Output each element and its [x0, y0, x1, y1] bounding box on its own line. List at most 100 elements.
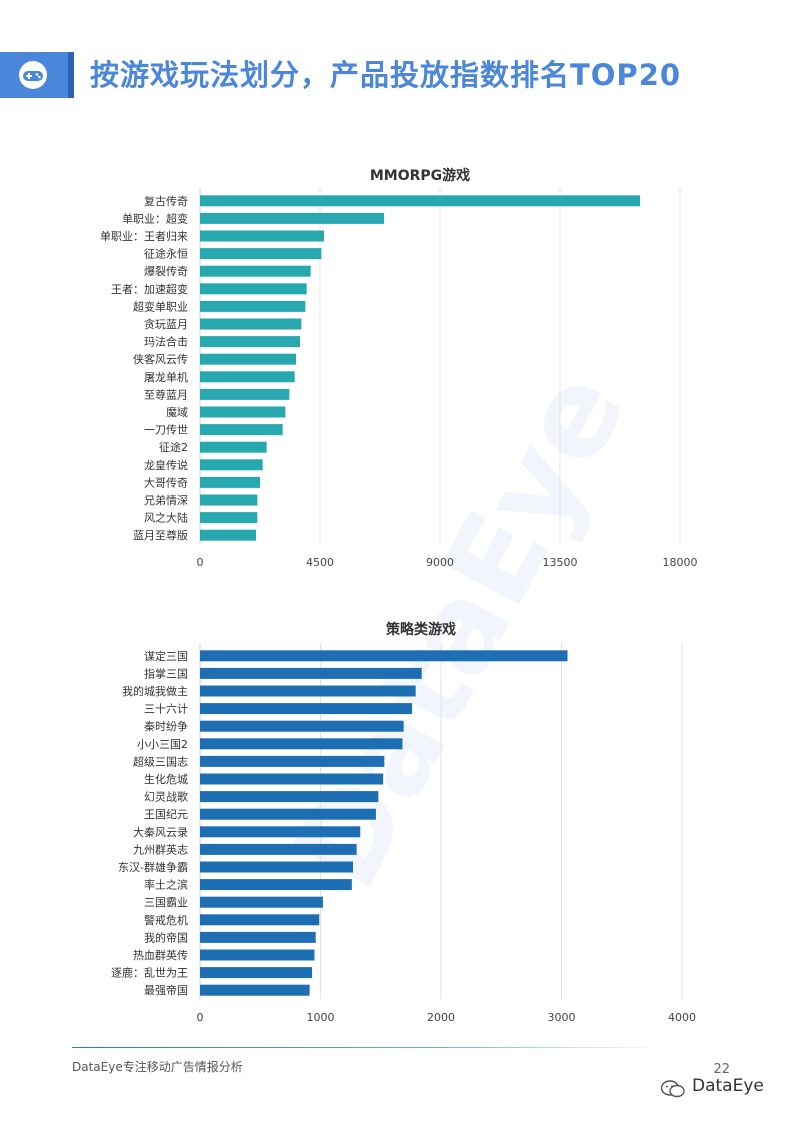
category-label: 秦时纷争	[144, 719, 188, 733]
bar	[200, 494, 258, 506]
category-label: 贪玩蓝月	[144, 317, 188, 331]
x-tick-label: 0	[197, 1011, 204, 1024]
category-label: 生化危城	[144, 772, 188, 786]
category-label: 热血群英传	[133, 948, 188, 962]
bar	[200, 791, 379, 803]
bar	[200, 949, 315, 961]
strategy-chart: 策略类游戏 0 1000 2000 3000 4000 谋定三国 指掌三国 我的城我做主 三十六计…	[0, 610, 794, 1030]
category-label: 率土之滨	[144, 878, 188, 892]
category-label: 小小三国2	[137, 738, 188, 751]
bar	[200, 984, 310, 996]
category-label: 大秦风云录	[133, 825, 188, 839]
bar	[200, 265, 311, 277]
bar	[200, 773, 384, 785]
category-label: 屠龙单机	[144, 370, 188, 384]
footer-divider	[72, 1047, 664, 1048]
category-label: 王者：加速超变	[111, 282, 188, 296]
x-tick-label: 18000	[663, 556, 698, 569]
bar	[200, 212, 384, 224]
category-label: 幻灵战歌	[144, 790, 188, 804]
x-tick-label: 1000	[307, 1011, 335, 1024]
category-label: 王国纪元	[144, 808, 188, 821]
bar	[200, 195, 640, 207]
category-label: 侠客风云传	[133, 352, 188, 366]
category-label: 逐鹿：乱世为王	[111, 966, 188, 980]
category-label: 谋定三国	[144, 649, 188, 663]
bar	[200, 283, 307, 295]
category-label: 九州群英志	[133, 842, 188, 856]
bar	[200, 703, 413, 715]
bar	[200, 650, 568, 662]
mmorpg-chart-svg: MMORPG游戏 0 4500 9000 13500 18000 复古传奇单职业：超变单职业…	[100, 167, 698, 569]
category-label: 至尊蓝月	[144, 387, 188, 401]
category-label: 东汉-群雄争霸	[118, 860, 188, 874]
bar	[200, 667, 422, 679]
category-label: 玛法合击	[144, 335, 188, 349]
bar	[200, 738, 403, 750]
category-label: 一刀传世	[144, 424, 188, 437]
bar	[200, 248, 322, 260]
category-label: 三十六计	[144, 702, 188, 716]
category-label: 风之大陆	[144, 511, 188, 525]
bar	[200, 300, 306, 312]
bar	[200, 388, 290, 400]
chart-title: MMORPG游戏	[370, 167, 470, 184]
category-label: 蓝月至尊版	[133, 528, 188, 542]
bar	[200, 353, 296, 365]
category-label: 大哥传奇	[144, 475, 188, 489]
bar	[200, 914, 320, 926]
bar	[200, 441, 267, 453]
page-title: 按游戏玩法划分，产品投放指数排名TOP20	[90, 58, 682, 92]
gamepad-icon	[19, 61, 47, 89]
x-tick-label: 2000	[427, 1011, 455, 1024]
bar	[200, 459, 263, 471]
bar	[200, 861, 354, 873]
category-label: 征途永恒	[144, 247, 188, 261]
header-icon-block	[0, 52, 74, 98]
page-number: 22	[713, 1062, 730, 1077]
bar	[200, 406, 286, 418]
bar	[200, 685, 416, 697]
chart-title: 策略类游戏	[385, 621, 456, 638]
category-label: 超变单职业	[133, 299, 188, 313]
bar	[200, 826, 361, 838]
bar	[200, 931, 316, 943]
bar	[200, 476, 260, 488]
bar	[200, 720, 404, 732]
bar	[200, 371, 295, 383]
x-tick-label: 9000	[426, 556, 454, 569]
category-label: 最强帝国	[144, 983, 188, 997]
bar	[200, 843, 357, 855]
category-label: 单职业：王者归来	[100, 229, 188, 243]
category-label: 魔域	[166, 405, 188, 419]
wechat-icon	[660, 1080, 685, 1098]
bar	[200, 808, 376, 820]
bar	[200, 336, 300, 348]
category-label: 超级三国志	[133, 754, 188, 768]
category-label: 警戒危机	[144, 913, 188, 927]
brand-name: DataEye	[692, 1076, 764, 1096]
category-label: 单职业：超变	[122, 211, 188, 225]
header-accent	[68, 52, 74, 98]
category-label: 龙皇传说	[144, 458, 188, 472]
category-label: 指掌三国	[144, 666, 188, 680]
bar	[200, 529, 256, 541]
category-label: 复古传奇	[144, 194, 188, 208]
x-tick-label: 0	[197, 556, 204, 569]
bar	[200, 230, 324, 242]
category-label: 三国霸业	[144, 896, 188, 909]
bar	[200, 318, 302, 330]
bar	[200, 755, 385, 767]
bar	[200, 512, 258, 524]
x-tick-label: 4500	[306, 556, 334, 569]
category-label: 爆裂传奇	[144, 264, 188, 278]
category-label: 征途2	[159, 440, 188, 454]
footer-text: DataEye专注移动广告情报分析	[72, 1060, 243, 1074]
mmorpg-chart: MMORPG游戏 0 4500 9000 13500 18000 复古传奇单职业：超变单职业…	[0, 160, 794, 580]
x-tick-label: 13500	[543, 556, 578, 569]
category-label: 兄弟情深	[144, 494, 188, 507]
category-label: 我的帝国	[144, 930, 188, 944]
bar	[200, 896, 323, 908]
bar	[200, 967, 313, 979]
category-label: 我的城我做主	[122, 684, 188, 698]
